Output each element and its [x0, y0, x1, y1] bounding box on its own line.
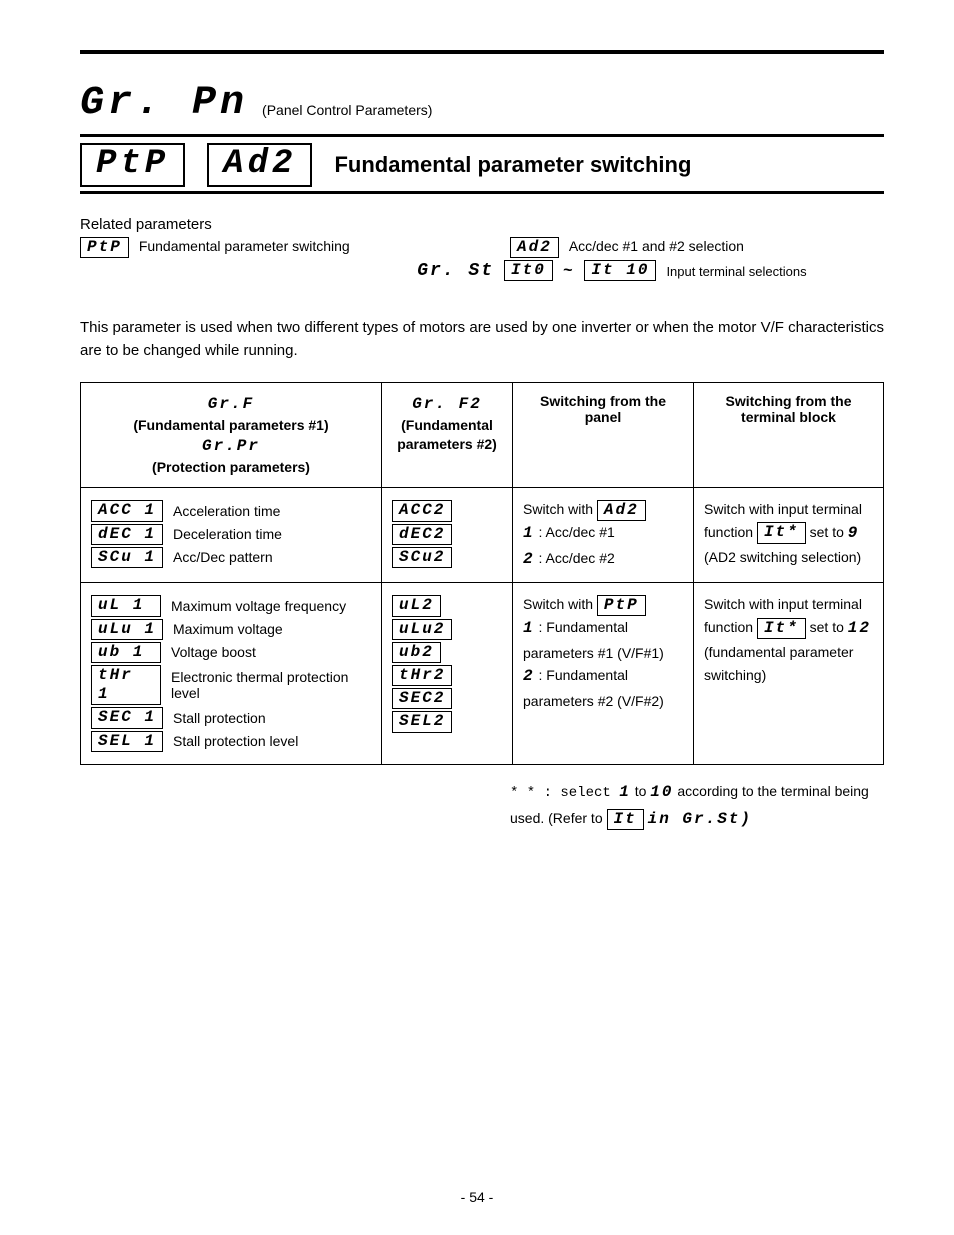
footnote-tail: in Gr.St)	[648, 810, 752, 828]
param-code-2: SEC2	[392, 688, 452, 709]
footnote-stars: * * : select	[510, 785, 619, 801]
th2-l2: (Fundamental parameters #2)	[392, 416, 502, 455]
footnote-box: It	[607, 809, 644, 830]
param-label: Stall protection level	[173, 733, 298, 749]
switch-panel-cell: Switch with PtP1 : Fundamental parameter…	[513, 583, 694, 764]
switch-terminal-cell: Switch with input terminal function It* …	[694, 488, 884, 583]
related-desc-ad2: Acc/dec #1 and #2 selection	[569, 237, 744, 254]
intro-paragraph: This parameter is used when two differen…	[80, 317, 884, 362]
param-code-2: tHr2	[392, 665, 452, 686]
footnote-a: 1	[619, 783, 631, 801]
related-desc-ptp: Fundamental parameter switching	[139, 237, 350, 254]
param-row: uLu 1 Maximum voltage	[91, 619, 371, 640]
param-code: tHr 1	[91, 665, 161, 705]
title-rule-bottom	[80, 191, 884, 194]
param-row: tHr 1 Electronic thermal protection level	[91, 665, 371, 705]
group-code: Gr. Pn	[80, 84, 248, 124]
param-code: ub 1	[91, 642, 161, 663]
group-subtitle: (Panel Control Parameters)	[262, 102, 432, 124]
tilde: ~	[563, 262, 575, 280]
param-label: Deceleration time	[173, 526, 282, 542]
param-row: ub 1 Voltage boost	[91, 642, 371, 663]
param-code: uLu 1	[91, 619, 163, 640]
footnote-b: 10	[650, 783, 673, 801]
param-code-2: dEC2	[392, 524, 452, 545]
related-code-it10: It 10	[584, 260, 656, 281]
param-code-2: uL2	[392, 595, 441, 616]
param-label: Stall protection	[173, 710, 266, 726]
th1-l4: (Protection parameters)	[91, 458, 371, 478]
related-code-ptp: PtP	[80, 237, 129, 258]
th1-l3: Gr.Pr	[91, 435, 371, 457]
param-row: SEC 1 Stall protection	[91, 707, 371, 728]
footnote-mid: to	[635, 783, 651, 799]
switch-terminal-cell: Switch with input terminal function It* …	[694, 583, 884, 764]
param-label: Electronic thermal protection level	[171, 669, 371, 701]
param-code: ACC 1	[91, 500, 163, 521]
related-code-ad2: Ad2	[510, 237, 559, 258]
param-label: Acceleration time	[173, 503, 280, 519]
title-rule-top	[80, 134, 884, 137]
switch-panel-cell: Switch with Ad21 : Acc/dec #12 : Acc/dec…	[513, 488, 694, 583]
param-label: Acc/Dec pattern	[173, 549, 273, 565]
title-text: Fundamental parameter switching	[334, 152, 691, 178]
related-heading: Related parameters	[80, 216, 884, 233]
param-code-2: SEL2	[392, 711, 452, 732]
param-code: SEC 1	[91, 707, 163, 728]
param-row: uL 1 Maximum voltage frequency	[91, 595, 371, 616]
param-row: SEL 1 Stall protection level	[91, 731, 371, 752]
param-code: uL 1	[91, 595, 161, 616]
related-desc-it: Input terminal selections	[666, 263, 806, 279]
param-code: SEL 1	[91, 731, 163, 752]
related-code-it0: It0	[504, 260, 553, 281]
related-group-st: Gr. St	[410, 261, 494, 281]
param-code-2: SCu2	[392, 547, 452, 568]
param-label: Maximum voltage	[173, 621, 283, 637]
param-code: SCu 1	[91, 547, 163, 568]
param-label: Voltage boost	[171, 644, 256, 660]
top-rule	[80, 50, 884, 54]
th2-l1: Gr. F2	[392, 393, 502, 415]
th1-l1: Gr.F	[91, 393, 371, 415]
related-parameters: Related parameters PtP Fundamental param…	[80, 216, 884, 283]
title-code-2: Ad2	[207, 143, 312, 187]
param-code: dEC 1	[91, 524, 163, 545]
param-row: dEC 1 Deceleration time	[91, 524, 371, 545]
title-row: PtP Ad2 Fundamental parameter switching	[80, 143, 884, 187]
parameter-table: Gr.F (Fundamental parameters #1) Gr.Pr (…	[80, 382, 884, 764]
footnote: * * : select 1 to 10 according to the te…	[510, 779, 884, 833]
th3: Switching from the panel	[513, 383, 694, 488]
param-code-2: ub2	[392, 642, 441, 663]
param-code-2: ACC2	[392, 500, 452, 521]
param-row: ACC 1 Acceleration time	[91, 500, 371, 521]
param-code-2: uLu2	[392, 619, 452, 640]
param-label: Maximum voltage frequency	[171, 598, 346, 614]
th4: Switching from the terminal block	[694, 383, 884, 488]
title-code-1: PtP	[80, 143, 185, 187]
th1-l2: (Fundamental parameters #1)	[91, 416, 371, 436]
page-number: - 54 -	[0, 1189, 954, 1205]
section-heading: Gr. Pn (Panel Control Parameters)	[80, 84, 884, 124]
param-row: SCu 1 Acc/Dec pattern	[91, 547, 371, 568]
